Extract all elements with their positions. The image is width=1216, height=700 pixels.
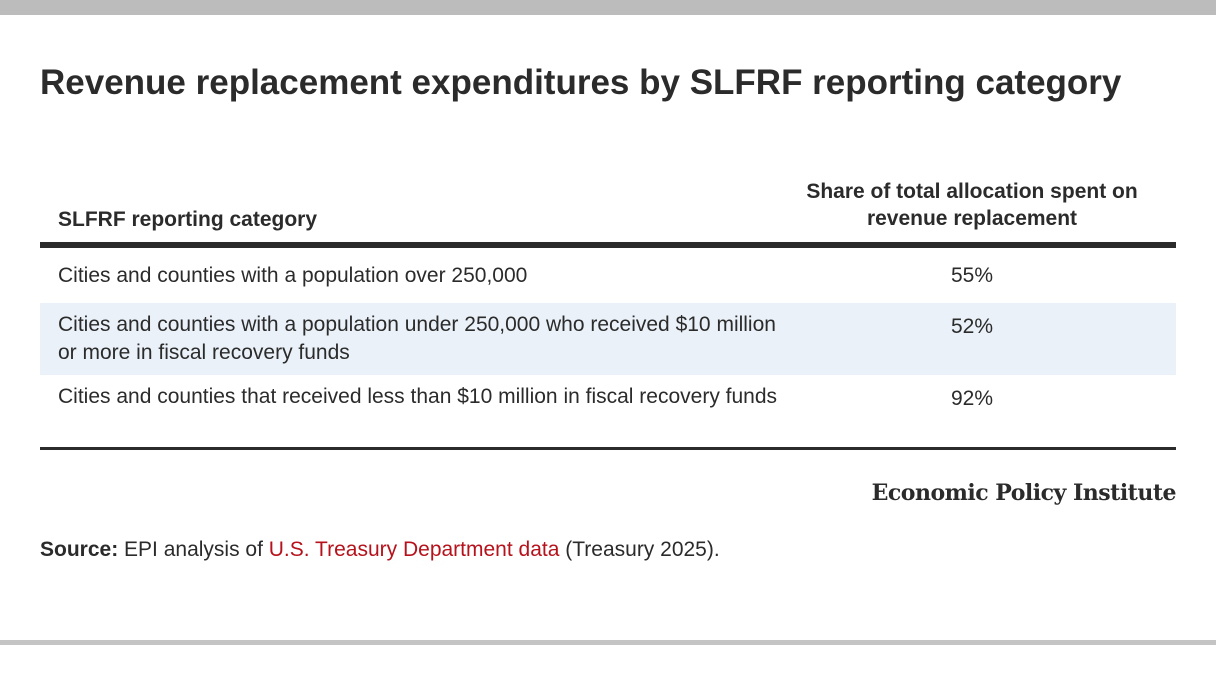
table-header: SLFRF reporting category Share of total … <box>40 172 1176 248</box>
source-text-after: (Treasury 2025). <box>559 538 720 561</box>
column-header-share: Share of total allocation spent on reven… <box>806 180 1138 230</box>
bottom-rule <box>0 640 1216 645</box>
table-row: Cities and counties with a population ov… <box>40 248 1176 303</box>
share-cell: 55% <box>950 264 994 287</box>
brand-logo-text: Economic Policy Institute <box>871 480 1177 506</box>
category-cell: Cities and counties with a population un… <box>58 313 776 364</box>
source-link[interactable]: U.S. Treasury Department data <box>268 538 560 561</box>
source-label: Source: <box>40 538 119 561</box>
chart-title: Revenue replacement expenditures by SLFR… <box>40 63 1122 102</box>
share-cell: 52% <box>950 315 994 338</box>
top-bar <box>0 0 1216 15</box>
table-row: Cities and counties with a population un… <box>40 303 1176 375</box>
table-row: Cities and counties that received less t… <box>40 375 1176 450</box>
category-cell: Cities and counties with a population ov… <box>58 264 528 287</box>
data-table: SLFRF reporting category Share of total … <box>40 172 1176 450</box>
column-header-category: SLFRF reporting category <box>58 208 318 231</box>
source-text-before: EPI analysis of <box>118 538 269 561</box>
source-note: Source: EPI analysis of U.S. Treasury De… <box>40 538 720 562</box>
share-cell: 92% <box>950 387 994 410</box>
category-cell: Cities and counties that received less t… <box>58 385 778 408</box>
